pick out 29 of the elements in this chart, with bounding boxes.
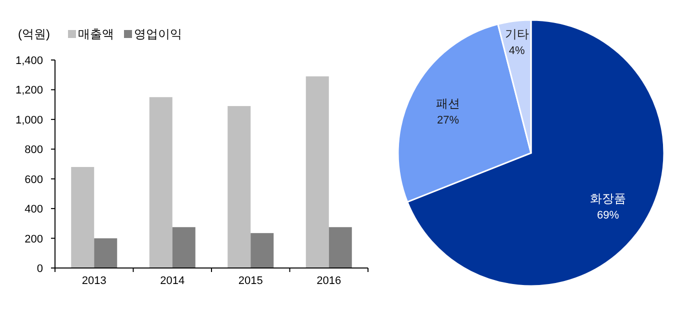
bar	[250, 233, 274, 268]
x-tick-label: 2014	[160, 275, 185, 287]
bar	[228, 106, 251, 268]
x-tick-label: 2015	[238, 275, 263, 287]
x-tick-label: 2016	[316, 275, 342, 287]
y-axis-title: (억원)	[18, 27, 50, 41]
bar	[94, 238, 118, 268]
bar	[306, 76, 329, 268]
slice-label: 기타	[504, 26, 529, 41]
bar	[172, 227, 196, 268]
y-tick-label: 0	[36, 263, 43, 275]
slice-label: 화장품	[590, 191, 626, 206]
data-label: 4%	[508, 44, 525, 57]
y-tick-label: 1,200	[15, 84, 43, 97]
bar	[328, 227, 352, 268]
y-tick-label: 1,000	[15, 114, 43, 126]
y-tick-label: 200	[24, 233, 43, 246]
y-tick-label: 800	[24, 144, 43, 156]
bar	[149, 97, 172, 268]
legend-label: 매출액	[78, 27, 114, 41]
y-tick-label: 400	[24, 204, 43, 216]
y-tick-label: 1,400	[15, 55, 43, 67]
y-tick-label: 600	[24, 174, 43, 186]
data-label: 69%	[596, 209, 620, 222]
data-label: 27%	[437, 114, 460, 127]
x-tick-label: 2013	[82, 275, 106, 287]
slice-label: 패션	[436, 96, 460, 111]
legend-label: 영업이익	[134, 27, 182, 41]
bar	[71, 166, 94, 268]
